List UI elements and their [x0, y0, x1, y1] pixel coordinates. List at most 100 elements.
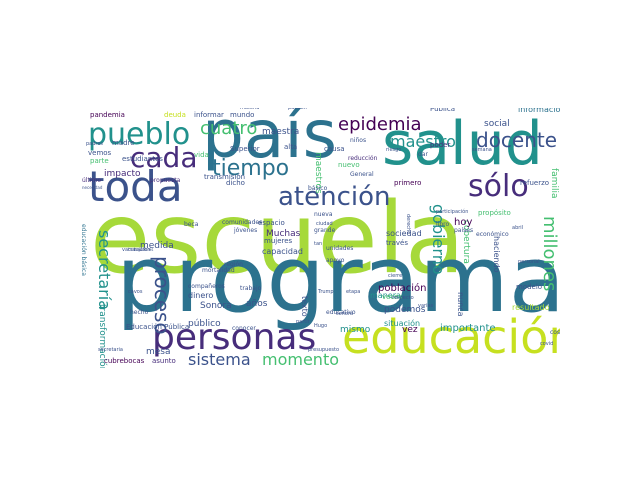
- word-economico: abril: [512, 225, 524, 231]
- word-pais: país: [202, 108, 338, 173]
- word-transformacion: Educación Pública: [126, 323, 190, 331]
- word-personas: personas: [152, 317, 317, 358]
- word-podemos: podemos: [384, 305, 426, 315]
- word-refuerzo: dar: [418, 151, 428, 158]
- word-unidades: ciudad: [316, 221, 333, 227]
- word-vacunacion: básico: [308, 185, 328, 192]
- word-maestro: maestro: [390, 132, 456, 151]
- word-anos: años: [246, 299, 268, 309]
- word-reduccion: reducción: [348, 155, 378, 162]
- word-nuevo: nuevo: [338, 161, 360, 169]
- word-educacion: educación: [342, 310, 560, 364]
- word-solo: sólo: [468, 169, 529, 204]
- word-presupuesto: vacunación: [122, 247, 151, 253]
- word-alta: alta: [284, 143, 298, 151]
- word-capacidad: capacidad: [262, 247, 303, 256]
- word-pueden: pueden: [288, 108, 307, 111]
- word-secretaria-small: secretaria: [98, 347, 123, 353]
- word-hecho: propósito: [478, 209, 511, 217]
- word-abril: países: [454, 227, 474, 234]
- word-mesa: mesa: [146, 347, 171, 357]
- word-hugo: trabajadores: [128, 247, 154, 252]
- word-senora: señora: [336, 311, 354, 317]
- word-mortalidad: presupuesto: [308, 347, 340, 353]
- word-texto: hecho: [130, 309, 149, 316]
- word-covid: cosa: [550, 329, 560, 336]
- word-grande: grande: [314, 227, 336, 234]
- word-educativo: educativo: [326, 309, 356, 316]
- word-respecto: respecto: [392, 295, 414, 301]
- word-cada: cada: [130, 141, 198, 174]
- word-deuda: deuda: [164, 111, 186, 119]
- word-nueva: libro: [436, 221, 450, 228]
- word-cosa: cavos: [128, 289, 143, 295]
- word-maestra: maestra: [262, 127, 300, 137]
- word-social: social: [484, 119, 510, 129]
- word-cierre: varias: [418, 303, 434, 309]
- word-informacion: información: [518, 108, 560, 114]
- word-espacio: espacio: [258, 219, 285, 227]
- word-conocer: mortalidad: [202, 267, 235, 274]
- word-comunidades: comunidades: [222, 219, 263, 226]
- word-trabajadores: personal: [518, 259, 540, 265]
- word-dar: poder: [430, 141, 451, 149]
- word-hoy: hoy: [454, 217, 473, 228]
- word-gente: participación: [436, 209, 469, 215]
- word-pueblo: pueblo: [88, 117, 191, 152]
- word-pandemia: pandemia: [90, 111, 125, 119]
- word-padres: niños: [350, 137, 367, 144]
- word-tan: unidades: [326, 245, 354, 252]
- word-sociedad: sociedad: [386, 229, 422, 238]
- word-partir: Hugo: [314, 323, 328, 329]
- word-companeros: compañeros: [188, 283, 225, 290]
- word-publica: conocer: [232, 325, 256, 332]
- word-epidemia: epidemia: [338, 114, 422, 135]
- word-toda: toda: [88, 162, 183, 211]
- word-causa: causa: [324, 145, 345, 153]
- word-salud: salud: [382, 109, 543, 179]
- word-informar: informar: [194, 111, 224, 119]
- word-etapa: cierre: [388, 273, 403, 279]
- word-vemos: vemos: [88, 149, 112, 157]
- word-paises: refuerzo: [520, 179, 550, 187]
- word-docente: docente: [476, 128, 558, 152]
- word-estudiantes: estudiantes: [122, 155, 163, 163]
- word-mundo: mundo: [230, 111, 255, 119]
- word-educacion-basica: educación básica: [80, 224, 87, 276]
- word-sonora: Sonora: [200, 301, 232, 311]
- word-ultimo: último: [82, 177, 102, 184]
- word-secretaria: secretaría: [95, 230, 114, 310]
- word-cloud: escuela programa país salud educación pe…: [80, 108, 560, 368]
- word-dicho: dicho: [226, 179, 245, 187]
- word-tiempo: tiempo: [212, 156, 290, 181]
- word-general: riesgo: [386, 147, 402, 153]
- word-escuela: escuela: [90, 182, 465, 296]
- word-impacto: impacto: [104, 169, 141, 179]
- word-superior: Superior: [230, 145, 260, 153]
- word-derecho: tan: [314, 241, 323, 247]
- word-mujeres: mujeres: [264, 237, 293, 245]
- word-traves: través: [386, 239, 409, 247]
- word-cubrebocas: cubrebocas: [104, 357, 145, 365]
- word-momento: momento: [262, 350, 340, 368]
- word-modelo: nunca: [456, 292, 465, 317]
- word-atencion: atención: [278, 182, 391, 212]
- word-jovenes: jóvenes: [234, 227, 258, 234]
- word-libro: texto: [300, 296, 309, 317]
- word-situacion: situación: [384, 319, 421, 328]
- word-apoyo: apoyo: [326, 257, 345, 264]
- word-materia: materia: [240, 108, 260, 111]
- word-semana: semana: [472, 147, 492, 153]
- word-parte: parte: [90, 157, 109, 165]
- word-dinero: dinero: [188, 291, 214, 300]
- word-familia: familia: [549, 168, 559, 199]
- word-cobertura: modelo: [516, 283, 543, 291]
- word-propuesta: propuesta: [150, 177, 181, 184]
- word-fin: etapa: [346, 289, 361, 295]
- word-mismo: mismo: [340, 325, 371, 335]
- word-transmision: transmisión: [204, 173, 246, 181]
- word-importante: importante: [440, 323, 496, 334]
- word-madre: madre: [112, 139, 135, 147]
- word-primero: primero: [394, 179, 422, 187]
- word-millones: millones: [539, 216, 560, 292]
